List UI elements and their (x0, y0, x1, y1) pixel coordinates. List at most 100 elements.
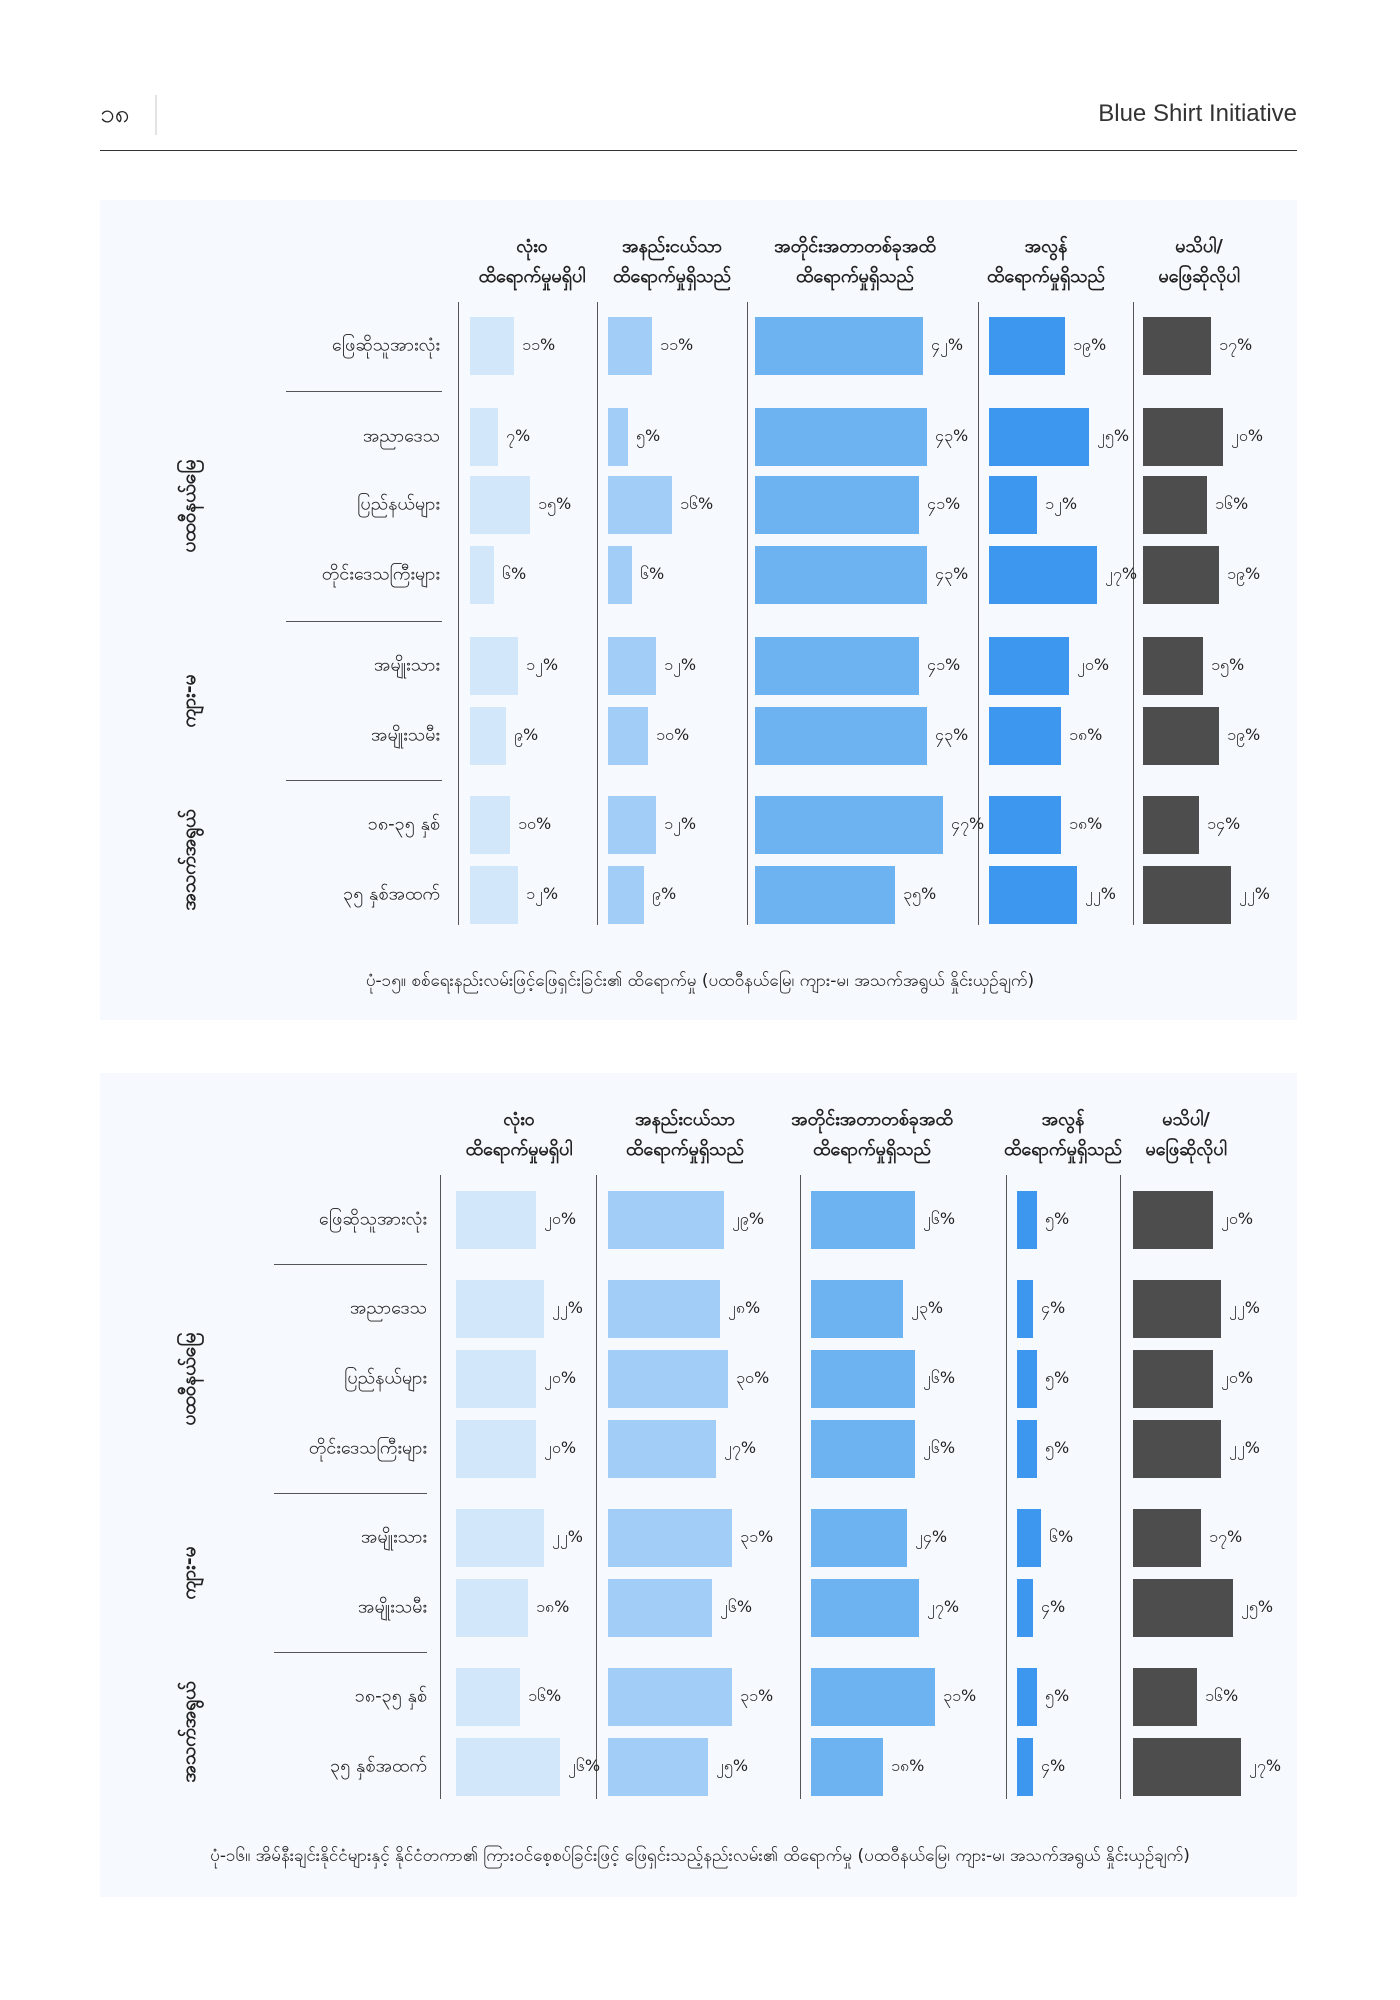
value-label: ၅% (636, 426, 661, 445)
value-label: ၂၂% (1085, 884, 1116, 903)
value-label: ၇% (506, 426, 531, 445)
value-label: ၁၆% (1215, 494, 1249, 513)
bar (811, 1509, 907, 1567)
bar (608, 1191, 724, 1249)
bar (755, 637, 919, 695)
column-header: မသိပါ/ မဖြေဆိုလိုပါ (1158, 236, 1240, 287)
bar (811, 1668, 935, 1726)
row-label: ၃၅ နှစ်အထက် (330, 1755, 427, 1777)
bar (456, 1191, 536, 1249)
value-label: ၁၇% (1209, 1527, 1243, 1546)
row-label: အမျိုးသမီး (357, 1596, 427, 1618)
column-header: မသိပါ/ မဖြေဆိုလိုပါ (1145, 1109, 1227, 1160)
bar (608, 476, 672, 534)
bar (1133, 1738, 1241, 1796)
value-label: ၁၈% (536, 1597, 570, 1616)
value-label: ၉% (652, 884, 677, 903)
group-divider (286, 391, 442, 392)
bar (989, 546, 1097, 604)
value-label: ၁၄% (1207, 814, 1241, 833)
value-label: ၂၈% (728, 1298, 761, 1317)
value-label: ၃၀% (736, 1368, 770, 1387)
value-label: ၄၃% (935, 426, 969, 445)
bar (989, 707, 1061, 765)
row-label: အမျိုးသား (360, 1526, 427, 1548)
row-label: အညာဒေသ (349, 1297, 427, 1319)
bar (470, 637, 518, 695)
bar (989, 317, 1065, 375)
caption: ပုံ-၁၅။ စစ်ရေးနည်းလမ်းဖြင့်ဖြေရှင်းခြင်း… (365, 971, 1035, 991)
column-separator (596, 1175, 597, 1799)
column-separator (800, 1175, 801, 1799)
value-label: ၄၁% (927, 655, 961, 674)
value-label: ၂၆% (923, 1209, 956, 1228)
bar (1143, 637, 1203, 695)
value-label: ၁၇% (1219, 335, 1253, 354)
bar (989, 866, 1077, 924)
row-label: အညာဒေသ (362, 425, 440, 447)
bar (456, 1579, 528, 1637)
bar (456, 1738, 560, 1796)
bar (989, 796, 1061, 854)
bar (1017, 1280, 1033, 1338)
value-label: ၁၈% (1069, 725, 1103, 744)
value-label: ၁၁% (522, 335, 556, 354)
bar (811, 1420, 915, 1478)
bar (1143, 317, 1211, 375)
value-label: ၄၇% (951, 814, 985, 833)
bar (755, 866, 895, 924)
bar (1017, 1509, 1041, 1567)
value-label: ၁၂% (664, 655, 697, 674)
bar (811, 1191, 915, 1249)
caption: ပုံ-၁၆။ အိမ်နီးချင်းနိုင်ငံများနှင့် နို… (210, 1846, 1190, 1866)
bar (1017, 1738, 1033, 1796)
bar (1133, 1668, 1197, 1726)
row-label: အမျိုးသမီး (370, 724, 440, 746)
bar (470, 546, 494, 604)
value-label: ၁၆% (680, 494, 714, 513)
group-label: ကျား-မ (178, 674, 200, 728)
bar (1133, 1280, 1221, 1338)
bar (811, 1280, 903, 1338)
bar (989, 476, 1037, 534)
bar (1143, 866, 1231, 924)
value-label: ၂၇% (724, 1438, 757, 1457)
value-label: ၆% (640, 564, 665, 583)
value-label: ၁၂% (526, 884, 559, 903)
bar (1133, 1191, 1213, 1249)
publisher: Blue Shirt Initiative (1098, 100, 1297, 127)
value-label: ၉% (514, 725, 539, 744)
bar (1143, 408, 1223, 466)
bar (608, 707, 648, 765)
value-label: ၄၁% (927, 494, 961, 513)
value-label: ၅% (1045, 1686, 1070, 1705)
row-label: ပြည်နယ်များ (344, 1367, 427, 1389)
value-label: ၁၂% (1045, 494, 1078, 513)
group-divider (274, 1264, 427, 1265)
value-label: ၂၀% (1077, 655, 1110, 674)
bar (1017, 1668, 1037, 1726)
bar (1133, 1420, 1221, 1478)
bar (470, 408, 498, 466)
bar (456, 1509, 544, 1567)
row-label: ၃၅ နှစ်အထက် (343, 883, 440, 905)
value-label: ၁၁% (660, 335, 694, 354)
value-label: ၄% (1041, 1298, 1066, 1317)
value-label: ၁၅% (538, 494, 572, 513)
value-label: ၆% (1049, 1527, 1074, 1546)
bar (989, 408, 1089, 466)
bar (1017, 1350, 1037, 1408)
bar (608, 866, 644, 924)
column-separator (1006, 1175, 1007, 1799)
group-divider (286, 621, 442, 622)
value-label: ၅% (1045, 1209, 1070, 1228)
row-label: အမျိုးသား (373, 654, 440, 676)
bar (608, 317, 652, 375)
bar (989, 637, 1069, 695)
value-label: ၂၅% (1097, 426, 1130, 445)
bar (608, 1420, 716, 1478)
bar (608, 1668, 732, 1726)
bar (470, 476, 530, 534)
bar (755, 796, 943, 854)
